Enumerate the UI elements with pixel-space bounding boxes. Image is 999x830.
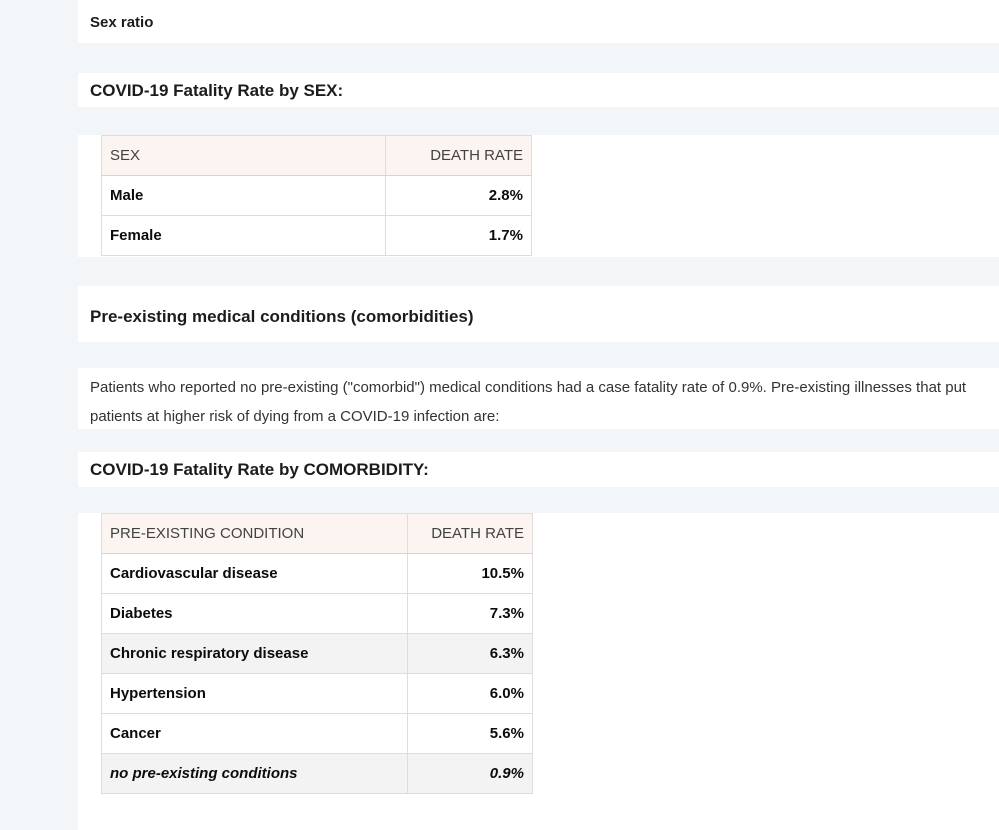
page-content: Sex ratio COVID-19 Fatality Rate by SEX:… (78, 0, 999, 830)
comorbidities-heading: Pre-existing medical conditions (comorbi… (90, 307, 474, 326)
table-row: Diabetes 7.3% (101, 593, 533, 634)
sex-cell: Female (101, 215, 386, 256)
table-row: Chronic respiratory disease 6.3% (101, 633, 533, 674)
condition-cell: Hypertension (101, 673, 408, 714)
section-gap (78, 43, 999, 73)
death-rate-cell: 2.8% (385, 175, 532, 216)
section-gap (78, 107, 999, 135)
table-row: Cardiovascular disease 10.5% (101, 553, 533, 594)
comorbidities-paragraph: Patients who reported no pre-existing ("… (90, 379, 967, 425)
section-comorbidity-table: PRE-EXISTING CONDITION DEATH RATE Cardio… (78, 513, 999, 830)
fatality-by-comorbidity-heading: COVID-19 Fatality Rate by COMORBIDITY: (90, 460, 429, 479)
section-sex-table: SEX DEATH RATE Male 2.8% Female 1.7% (78, 135, 999, 257)
sex-fatality-table: SEX DEATH RATE Male 2.8% Female 1.7% (101, 135, 532, 256)
condition-cell: Diabetes (101, 593, 408, 634)
section-gap (78, 429, 999, 452)
condition-cell: Chronic respiratory disease (101, 633, 408, 674)
section-fatality-by-sex-title: COVID-19 Fatality Rate by SEX: (78, 73, 999, 107)
condition-column-header: PRE-EXISTING CONDITION (101, 513, 408, 554)
table-row: Female 1.7% (101, 215, 532, 256)
table-header-row: PRE-EXISTING CONDITION DEATH RATE (101, 513, 533, 554)
table-row: Cancer 5.6% (101, 713, 533, 754)
sex-cell: Male (101, 175, 386, 216)
section-sex-ratio: Sex ratio (78, 0, 999, 43)
death-rate-cell: 6.3% (407, 633, 533, 674)
section-comorbidities-title: Pre-existing medical conditions (comorbi… (78, 286, 999, 342)
table-header-row: SEX DEATH RATE (101, 135, 532, 176)
section-gap (78, 342, 999, 368)
death-rate-cell: 6.0% (407, 673, 533, 714)
fatality-by-sex-heading: COVID-19 Fatality Rate by SEX: (90, 81, 344, 100)
sex-column-header: SEX (101, 135, 386, 176)
section-comorbidities-paragraph: Patients who reported no pre-existing ("… (78, 368, 999, 429)
condition-cell: Cancer (101, 713, 408, 754)
death-rate-column-header: DEATH RATE (407, 513, 533, 554)
death-rate-cell: 1.7% (385, 215, 532, 256)
death-rate-cell: 5.6% (407, 713, 533, 754)
condition-cell: no pre-existing conditions (101, 753, 408, 794)
table-row-no-conditions: no pre-existing conditions 0.9% (101, 753, 533, 794)
section-gap (78, 257, 999, 286)
section-fatality-by-comorbidity-title: COVID-19 Fatality Rate by COMORBIDITY: (78, 452, 999, 487)
table-row: Male 2.8% (101, 175, 532, 216)
death-rate-column-header: DEATH RATE (385, 135, 532, 176)
section-gap (78, 487, 999, 513)
comorbidity-fatality-table: PRE-EXISTING CONDITION DEATH RATE Cardio… (101, 513, 533, 794)
death-rate-cell: 10.5% (407, 553, 533, 594)
death-rate-cell: 7.3% (407, 593, 533, 634)
death-rate-cell: 0.9% (407, 753, 533, 794)
condition-cell: Cardiovascular disease (101, 553, 408, 594)
sex-ratio-heading: Sex ratio (90, 14, 154, 31)
table-row: Hypertension 6.0% (101, 673, 533, 714)
